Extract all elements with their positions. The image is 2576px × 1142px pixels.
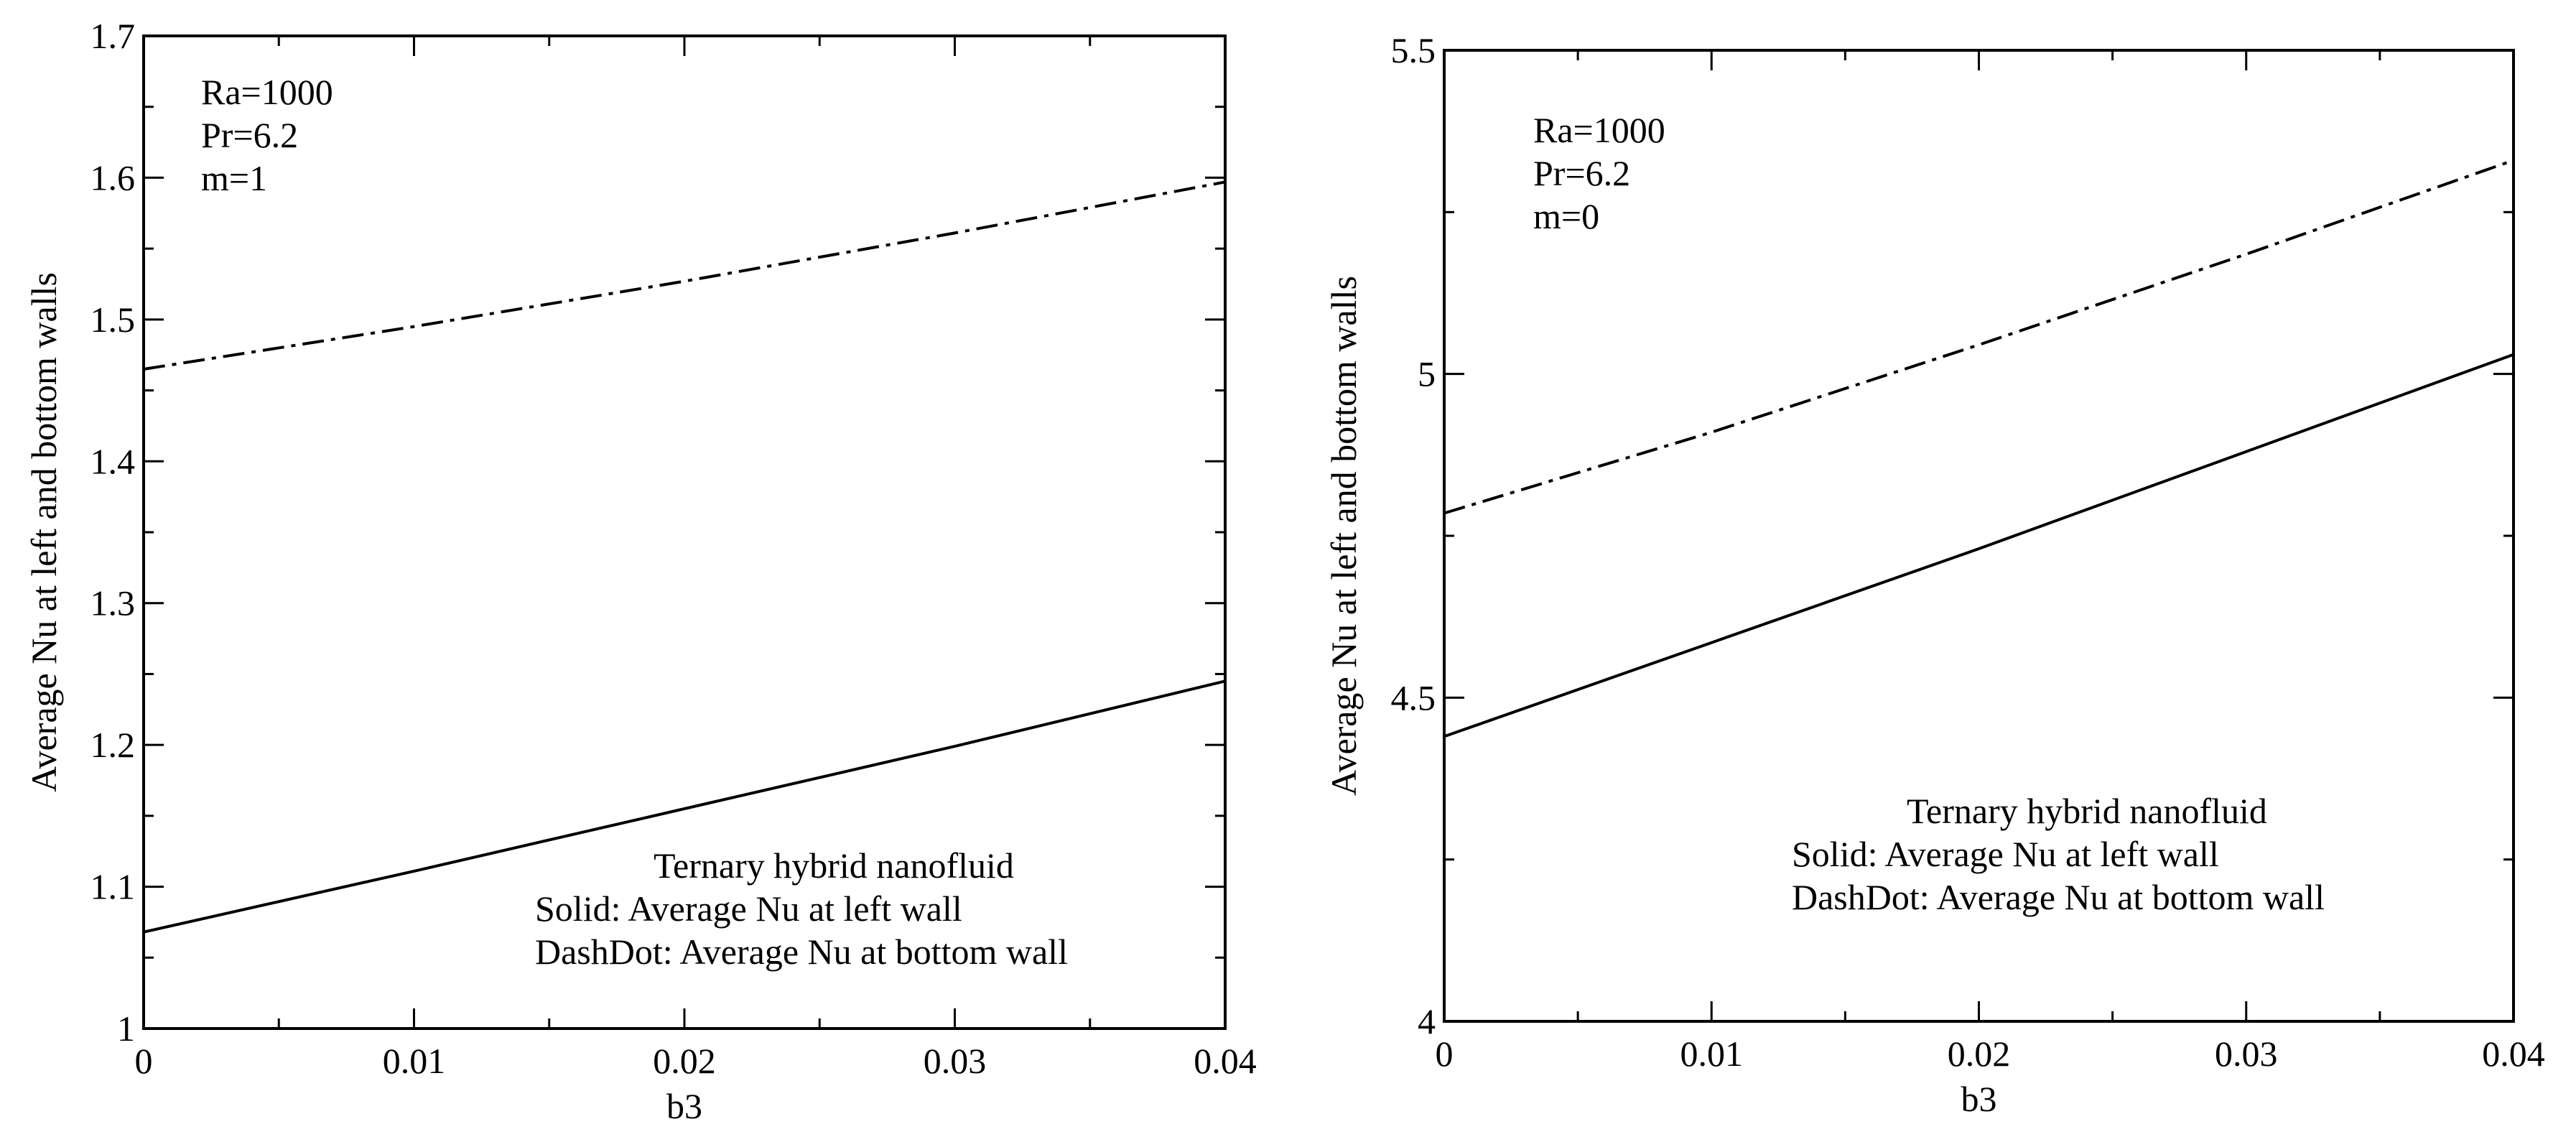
series-line-left-wall bbox=[143, 679, 1226, 934]
legend-entry: Solid: Average Nu at left wall bbox=[1792, 834, 2219, 874]
series-line-bottom-wall bbox=[143, 180, 1226, 371]
chart-1: 0 0.01 0.02 0.03 0.04 1 1.1 1.2 1.3 1.4 1.5 1.6 1.7 b… bbox=[24, 16, 1257, 1126]
y-tick-label: 4.5 bbox=[1391, 677, 1436, 718]
y-tick-label: 1.4 bbox=[90, 441, 136, 481]
x-tick-label: 0.04 bbox=[1194, 1041, 1257, 1081]
param-annotation: Ra=1000 bbox=[1533, 110, 1665, 150]
y-axis-label: Average Nu at left and bottom walls bbox=[24, 272, 64, 792]
plot-frame bbox=[1443, 49, 2515, 1023]
x-tick-label: 0 bbox=[135, 1041, 153, 1081]
x-tick-label: 0.01 bbox=[383, 1041, 446, 1081]
y-tick-label: 1.1 bbox=[90, 867, 136, 907]
legend-title: Ternary hybrid nanofluid bbox=[1907, 791, 2267, 831]
param-annotation: Pr=6.2 bbox=[1533, 153, 1630, 193]
chart-2: 0 0.01 0.02 0.03 0.04 4 4.5 5 5.5 b3 Average Nu at… bbox=[1324, 30, 2545, 1119]
y-tick-label: 1.6 bbox=[90, 157, 136, 198]
y-tick-label: 1.5 bbox=[90, 300, 136, 340]
x-tick-label: 0.03 bbox=[924, 1041, 987, 1081]
param-annotation: Ra=1000 bbox=[201, 72, 333, 112]
x-tick-label: 0.02 bbox=[1948, 1034, 2011, 1074]
x-axis-label: b3 bbox=[666, 1086, 702, 1126]
legend-title: Ternary hybrid nanofluid bbox=[654, 845, 1014, 886]
x-tick-label: 0.03 bbox=[2215, 1034, 2278, 1074]
series-line-left-wall bbox=[1443, 353, 2514, 738]
y-tick-label: 1 bbox=[117, 1008, 135, 1049]
y-tick-label: 5 bbox=[1418, 354, 1436, 394]
legend-entry: Solid: Average Nu at left wall bbox=[535, 888, 962, 929]
x-tick-label: 0.04 bbox=[2482, 1034, 2545, 1074]
x-tick-label: 0.02 bbox=[653, 1041, 716, 1081]
x-axis-label: b3 bbox=[1961, 1079, 1997, 1119]
param-annotation: m=0 bbox=[1533, 196, 1599, 236]
y-tick-label: 5.5 bbox=[1391, 30, 1436, 70]
param-annotation: m=1 bbox=[201, 158, 267, 198]
param-annotation: Pr=6.2 bbox=[201, 115, 298, 155]
x-tick-label: 0 bbox=[1436, 1034, 1454, 1074]
y-tick-label: 1.3 bbox=[90, 583, 136, 623]
y-tick-label: 4 bbox=[1418, 1001, 1436, 1041]
y-axis-label: Average Nu at left and bottom walls bbox=[1324, 276, 1364, 796]
x-tick-label: 0.01 bbox=[1680, 1034, 1744, 1074]
series-line-bottom-wall bbox=[1443, 159, 2514, 515]
legend-entry: DashDot: Average Nu at bottom wall bbox=[1792, 877, 2325, 917]
y-tick-label: 1.2 bbox=[90, 725, 136, 765]
y-tick-label: 1.7 bbox=[90, 16, 136, 56]
legend-entry: DashDot: Average Nu at bottom wall bbox=[535, 932, 1068, 972]
